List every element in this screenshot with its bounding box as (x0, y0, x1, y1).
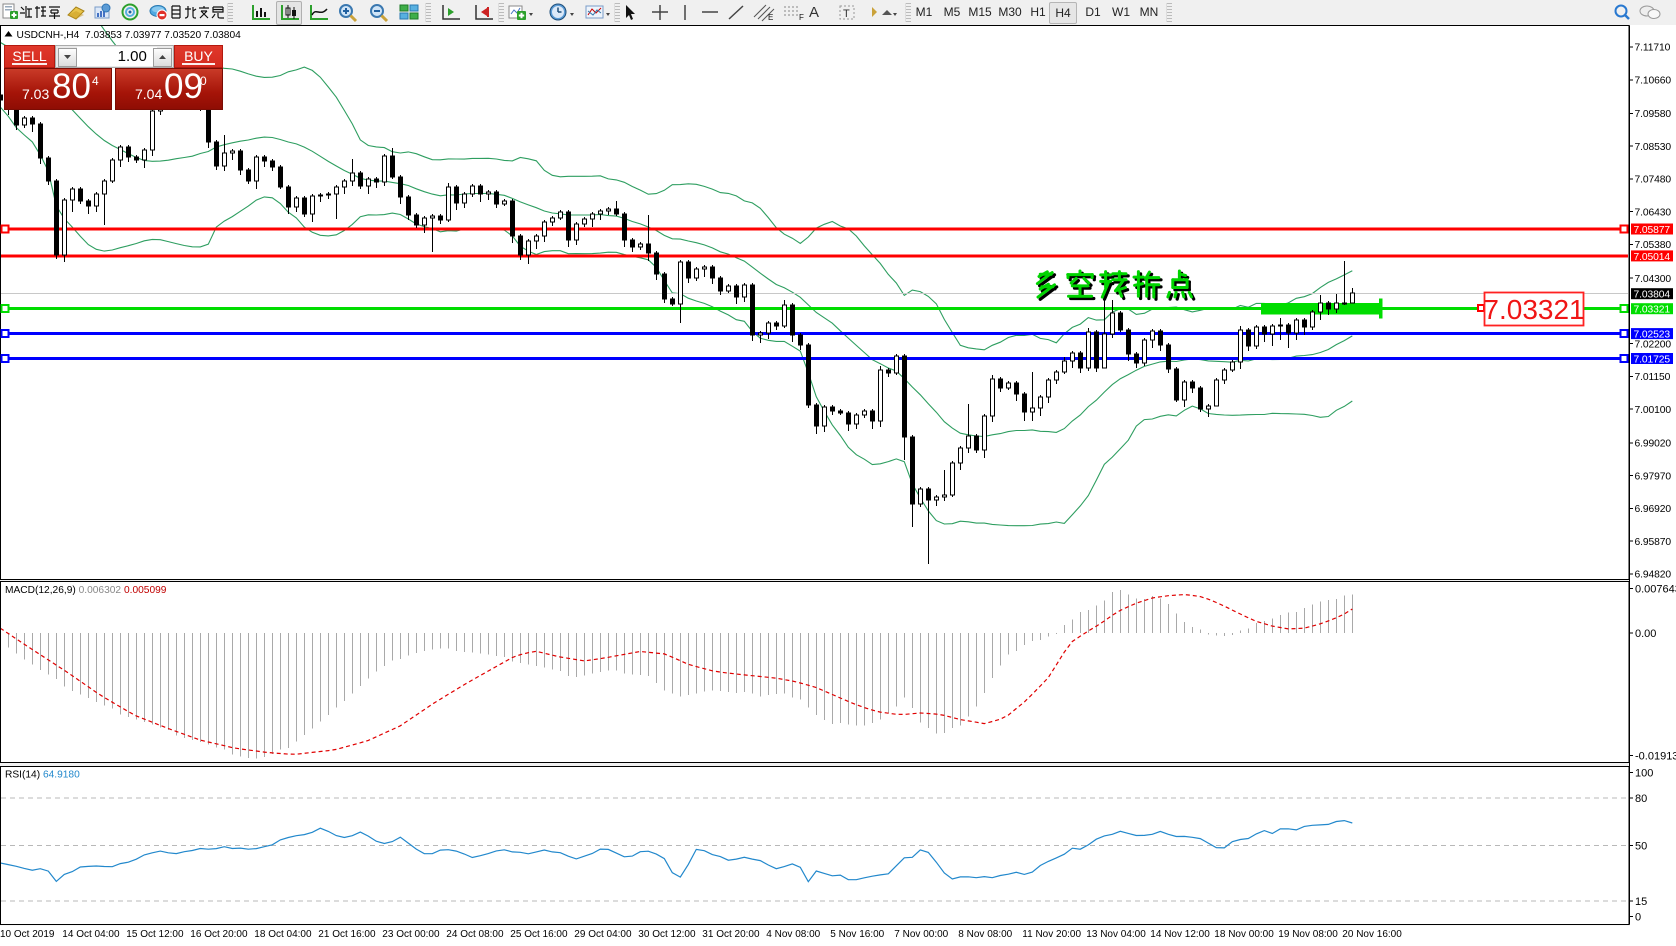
svg-text:6.94820: 6.94820 (1635, 570, 1672, 581)
svg-text:15 Oct 12:00: 15 Oct 12:00 (126, 929, 184, 940)
svg-text:80: 80 (1635, 793, 1647, 805)
svg-text:RSI(14) 64.9180: RSI(14) 64.9180 (5, 770, 80, 781)
svg-text:25 Oct 16:00: 25 Oct 16:00 (510, 929, 568, 940)
svg-text:7.02200: 7.02200 (1635, 339, 1672, 350)
svg-text:7.09580: 7.09580 (1635, 109, 1672, 120)
svg-text:16 Oct 20:00: 16 Oct 20:00 (190, 929, 248, 940)
svg-text:7.05380: 7.05380 (1635, 240, 1672, 251)
svg-text:21 Oct 16:00: 21 Oct 16:00 (318, 929, 376, 940)
svg-text:6.99020: 6.99020 (1635, 439, 1672, 450)
svg-text:14 Nov 12:00: 14 Nov 12:00 (1150, 929, 1210, 940)
svg-text:MACD(12,26,9) 0.006302 0.00509: MACD(12,26,9) 0.006302 0.005099 (5, 585, 167, 596)
svg-text:7 Nov 00:00: 7 Nov 00:00 (894, 929, 948, 940)
svg-text:15: 15 (1635, 896, 1647, 908)
svg-text:7.05014: 7.05014 (1634, 252, 1671, 263)
svg-text:23 Oct 00:00: 23 Oct 00:00 (382, 929, 440, 940)
svg-text:7.11710: 7.11710 (1635, 43, 1671, 54)
svg-text:11 Nov 20:00: 11 Nov 20:00 (1022, 929, 1081, 940)
svg-text:7.03804: 7.03804 (1634, 290, 1671, 301)
svg-text:7.00100: 7.00100 (1635, 405, 1672, 416)
svg-text:7.03321: 7.03321 (1483, 294, 1584, 325)
svg-text:30 Oct 12:00: 30 Oct 12:00 (638, 929, 696, 940)
svg-text:4 Nov 08:00: 4 Nov 08:00 (766, 929, 820, 940)
svg-text:18 Nov 00:00: 18 Nov 00:00 (1214, 929, 1274, 940)
svg-text:T: T (843, 8, 850, 20)
svg-text:19 Nov 08:00: 19 Nov 08:00 (1278, 929, 1338, 940)
svg-text:100: 100 (1635, 768, 1653, 780)
svg-text:7.07480: 7.07480 (1635, 175, 1672, 186)
svg-text:0.00: 0.00 (1635, 628, 1656, 640)
svg-text:20 Nov 16:00: 20 Nov 16:00 (1342, 929, 1402, 940)
svg-text:6.97970: 6.97970 (1635, 471, 1672, 482)
svg-text:7.05877: 7.05877 (1634, 225, 1671, 236)
svg-text:7.08530: 7.08530 (1635, 142, 1672, 153)
svg-text:7.02523: 7.02523 (1634, 330, 1671, 341)
svg-text:10 Oct 2019: 10 Oct 2019 (0, 929, 55, 940)
svg-text:7.03321: 7.03321 (1634, 305, 1671, 316)
svg-text:14 Oct 04:00: 14 Oct 04:00 (62, 929, 120, 940)
svg-text:50: 50 (1635, 841, 1647, 853)
svg-text:7.06430: 7.06430 (1635, 207, 1672, 218)
svg-text:USDCNH-,H4 7.03853 7.03977 7.: USDCNH-,H4 7.03853 7.03977 7.03520 7.038… (17, 30, 242, 41)
svg-text:29 Oct 04:00: 29 Oct 04:00 (574, 929, 632, 940)
svg-text:E: E (768, 13, 773, 22)
svg-text:7.04300: 7.04300 (1635, 274, 1672, 285)
svg-text:-0.019138: -0.019138 (1635, 751, 1676, 763)
svg-text:5 Nov 16:00: 5 Nov 16:00 (830, 929, 884, 940)
svg-text:24 Oct 08:00: 24 Oct 08:00 (446, 929, 504, 940)
svg-text:6.95870: 6.95870 (1635, 537, 1672, 548)
svg-text:13 Nov 04:00: 13 Nov 04:00 (1086, 929, 1146, 940)
svg-text:0: 0 (1635, 912, 1641, 924)
svg-text:7.10660: 7.10660 (1635, 76, 1672, 87)
svg-text:7.01150: 7.01150 (1635, 372, 1671, 383)
svg-text:7.01725: 7.01725 (1634, 354, 1671, 365)
svg-text:31 Oct 20:00: 31 Oct 20:00 (702, 929, 760, 940)
svg-text:0.007643: 0.007643 (1635, 584, 1676, 596)
svg-text:18 Oct 04:00: 18 Oct 04:00 (254, 929, 312, 940)
svg-text:F: F (799, 13, 804, 22)
svg-text:8 Nov 08:00: 8 Nov 08:00 (958, 929, 1012, 940)
svg-text:6.96920: 6.96920 (1635, 504, 1672, 515)
